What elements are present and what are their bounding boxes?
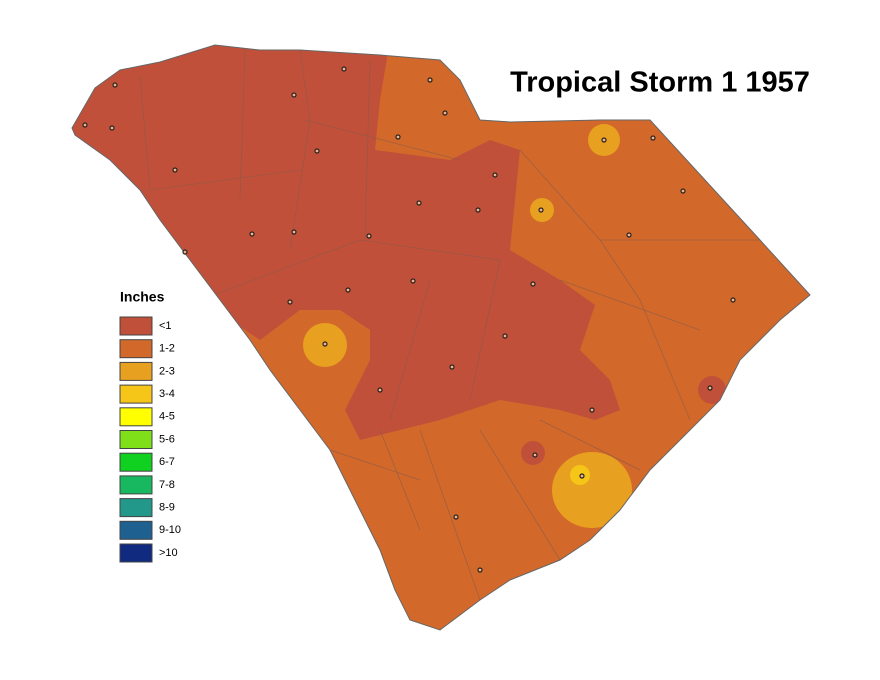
station bbox=[182, 249, 188, 255]
legend-label: <1 bbox=[159, 320, 172, 332]
legend-label: 2-3 bbox=[159, 365, 175, 377]
station bbox=[442, 110, 448, 116]
station bbox=[291, 229, 297, 235]
area-lt-1 bbox=[72, 45, 620, 440]
legend-swatch bbox=[119, 430, 153, 449]
station bbox=[449, 364, 455, 370]
station bbox=[377, 387, 383, 393]
station bbox=[502, 333, 508, 339]
area-2-3 bbox=[552, 452, 632, 528]
area-lt-1 bbox=[698, 376, 726, 404]
stations bbox=[82, 66, 736, 573]
station bbox=[291, 92, 297, 98]
station bbox=[427, 77, 433, 83]
state-outline bbox=[71, 44, 811, 631]
station bbox=[345, 287, 351, 293]
station bbox=[589, 407, 595, 413]
legend-swatch bbox=[119, 339, 153, 359]
legend-label: 5-6 bbox=[159, 433, 175, 445]
legend-swatch bbox=[119, 543, 153, 563]
station bbox=[112, 82, 118, 88]
legend-label: 7-8 bbox=[159, 479, 175, 491]
station bbox=[477, 567, 483, 573]
station bbox=[82, 122, 88, 128]
station bbox=[453, 514, 459, 520]
legend-label: 3-4 bbox=[159, 388, 175, 400]
station bbox=[650, 135, 656, 141]
map-title: Tropical Storm 1 1957 bbox=[510, 67, 810, 99]
legend-swatch bbox=[119, 475, 153, 495]
station bbox=[287, 299, 293, 305]
station bbox=[172, 167, 178, 173]
legend-label: 1-2 bbox=[159, 343, 175, 355]
area-lt-1 bbox=[521, 441, 545, 465]
station bbox=[410, 278, 416, 284]
legend-swatch bbox=[119, 520, 153, 540]
legend-swatch bbox=[119, 384, 153, 404]
legend-title: Inches bbox=[120, 289, 165, 305]
legend: Inches <1 1-2 2-3 3-4 4-5 5-6 6-7 7-8 8-9 9-10 >10 bbox=[119, 289, 181, 563]
station bbox=[492, 172, 498, 178]
station bbox=[109, 125, 115, 131]
legend-swatch bbox=[119, 452, 153, 472]
station bbox=[530, 281, 536, 287]
station bbox=[249, 231, 255, 237]
station bbox=[395, 134, 401, 140]
station bbox=[579, 473, 585, 479]
station bbox=[707, 385, 713, 391]
legend-label: >10 bbox=[159, 547, 178, 559]
legend-label: 4-5 bbox=[159, 411, 175, 423]
station bbox=[730, 297, 736, 303]
legend-label: 6-7 bbox=[159, 456, 175, 468]
station bbox=[416, 200, 422, 206]
station bbox=[314, 148, 320, 154]
legend-swatch bbox=[119, 316, 153, 336]
station bbox=[680, 188, 686, 194]
station bbox=[341, 66, 347, 72]
legend-swatch bbox=[119, 361, 153, 381]
station bbox=[538, 207, 544, 213]
legend-swatch bbox=[119, 498, 153, 518]
station bbox=[322, 341, 328, 347]
station bbox=[366, 233, 372, 239]
legend-swatch bbox=[119, 407, 153, 427]
station bbox=[475, 207, 481, 213]
station bbox=[532, 452, 538, 458]
legend-label: 9-10 bbox=[159, 524, 181, 536]
station bbox=[626, 232, 632, 238]
legend-label: 8-9 bbox=[159, 502, 175, 514]
station bbox=[601, 137, 607, 143]
county-lines bbox=[139, 49, 760, 601]
